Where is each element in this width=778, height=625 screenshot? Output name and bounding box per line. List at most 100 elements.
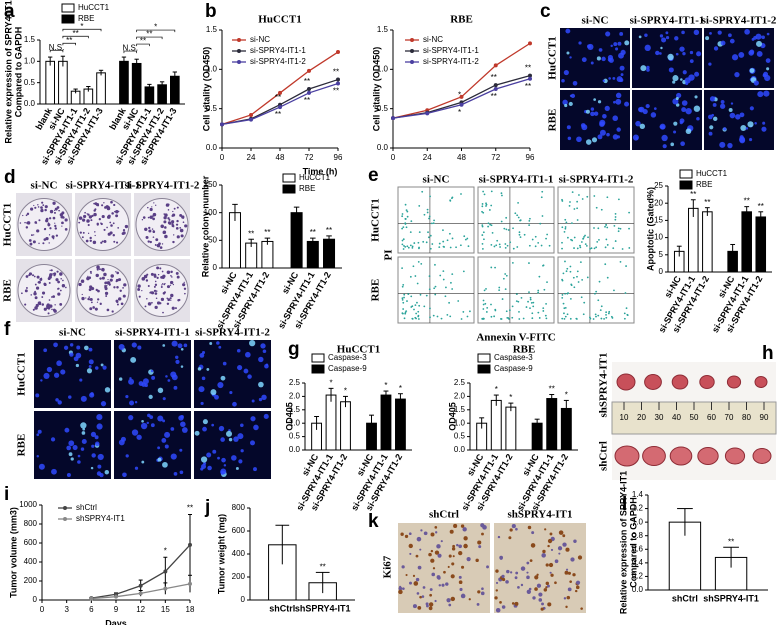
dish (135, 264, 189, 317)
event (564, 226, 567, 228)
marker (138, 591, 143, 596)
annotation: ** (187, 504, 193, 513)
colony (171, 276, 173, 278)
y-tick-label: 1000 (19, 500, 37, 509)
bar (131, 62, 142, 105)
colony (84, 211, 86, 214)
event (534, 245, 537, 248)
nucleus (167, 379, 171, 382)
row-label: shSPRY4-IT1 (598, 352, 610, 417)
event (490, 303, 492, 306)
colony (106, 215, 111, 219)
nucleus (258, 381, 264, 388)
event (490, 243, 493, 246)
marker (391, 116, 395, 121)
nucleus (104, 387, 111, 393)
nucleus (180, 414, 184, 419)
event (426, 211, 429, 214)
event (597, 227, 600, 230)
event (504, 273, 507, 275)
event (508, 318, 510, 320)
nucleus (612, 134, 619, 140)
cell (541, 602, 544, 606)
colony (179, 227, 182, 229)
nucleus (247, 374, 252, 379)
cell (515, 527, 518, 531)
event (463, 235, 466, 238)
colony (81, 293, 83, 296)
event (587, 236, 589, 239)
colony (145, 279, 149, 282)
cell (528, 587, 532, 591)
event (573, 236, 576, 239)
cell (458, 550, 463, 556)
colony (149, 207, 153, 212)
colony (178, 298, 181, 302)
colony (19, 222, 22, 224)
bar (505, 406, 517, 451)
event (538, 317, 541, 319)
cell (441, 583, 445, 587)
nucleus (761, 126, 767, 132)
colony (52, 237, 55, 240)
event (494, 266, 496, 269)
colony (43, 283, 47, 287)
event (423, 213, 426, 216)
event (489, 223, 492, 226)
event (500, 192, 503, 195)
event (418, 247, 420, 250)
legend-marker (410, 60, 414, 64)
colony (25, 214, 28, 217)
event (428, 288, 431, 291)
nucleus (96, 423, 103, 430)
nucleus (572, 80, 578, 86)
colony (80, 279, 85, 284)
event (612, 247, 615, 250)
significance: * (154, 23, 157, 32)
cell (566, 595, 571, 600)
colony (57, 292, 61, 296)
cell (458, 575, 462, 579)
colony (101, 204, 104, 207)
significance: * (344, 387, 347, 396)
nucleus (245, 351, 251, 358)
colony (96, 223, 99, 226)
nucleus (590, 111, 595, 117)
colony (167, 203, 170, 206)
event (481, 210, 483, 213)
colony (115, 214, 119, 218)
cell (564, 570, 569, 575)
y-tick-label: 15 (654, 216, 663, 225)
event (417, 318, 420, 320)
event (462, 311, 465, 313)
colony (87, 232, 90, 234)
cell (452, 544, 456, 548)
nucleus (265, 363, 269, 366)
y-tick-label: 0 (241, 595, 246, 604)
marker (459, 102, 464, 107)
y-tick-label: 100 (204, 208, 218, 217)
event (485, 287, 487, 290)
event (415, 317, 417, 320)
nucleus (567, 136, 572, 141)
nucleus (200, 456, 208, 463)
colony (104, 281, 108, 285)
y-tick-label: 1.5 (377, 25, 389, 34)
colony (58, 209, 60, 212)
event (509, 241, 512, 244)
colony (121, 232, 125, 236)
event (590, 247, 593, 250)
nucleus (207, 465, 212, 471)
nucleus (659, 34, 664, 38)
colony (43, 228, 47, 231)
bar (228, 212, 241, 269)
colony (161, 226, 164, 229)
colony (37, 280, 41, 284)
colony (87, 213, 90, 216)
event (617, 227, 620, 230)
colony (94, 231, 96, 233)
cell (565, 547, 570, 552)
colony (52, 273, 54, 275)
y-tick-label: 1.0 (24, 56, 36, 65)
significance: ** (320, 563, 326, 572)
